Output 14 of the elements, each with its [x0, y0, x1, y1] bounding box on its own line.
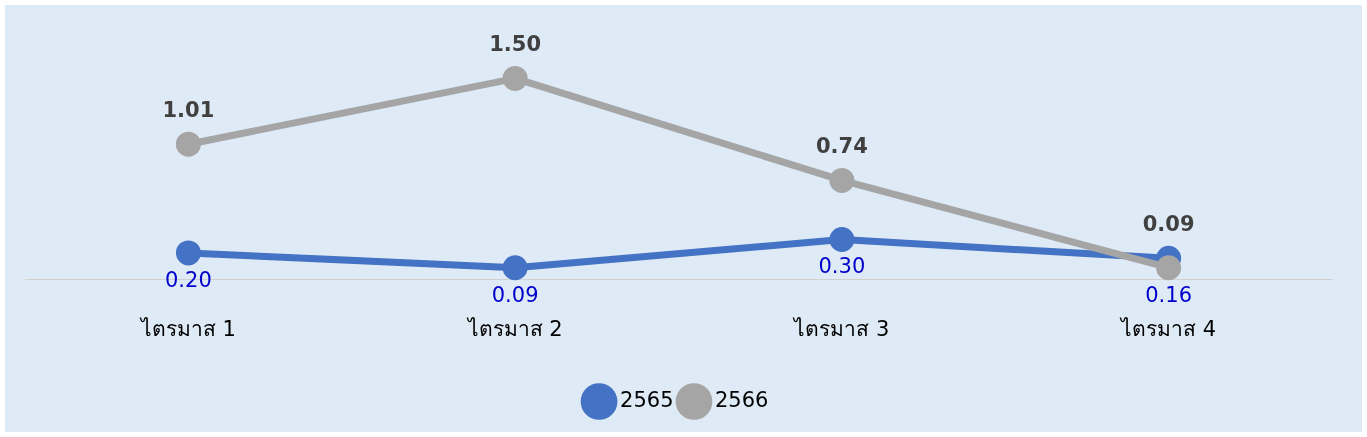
- data-label: 0.20: [164, 267, 212, 292]
- data-label: 0.09: [1142, 212, 1195, 237]
- data-label: 0.16: [1145, 282, 1193, 307]
- legend-label: 2565: [620, 387, 674, 412]
- x-tick-label: ไตรมาส 1: [138, 316, 236, 341]
- data-label: 0.30: [818, 254, 866, 279]
- x-tick-label: ไตรมาส 2: [465, 316, 563, 341]
- data-label: 0.09: [491, 282, 539, 307]
- x-tick-label: ไตรมาส 4: [1119, 316, 1217, 341]
- data-label: 1.01: [162, 98, 215, 123]
- data-label: 0.74: [815, 134, 868, 159]
- legend-label: 2566: [715, 387, 769, 412]
- x-tick-label: ไตรมาส 3: [792, 316, 890, 341]
- data-label: 1.50: [489, 32, 542, 57]
